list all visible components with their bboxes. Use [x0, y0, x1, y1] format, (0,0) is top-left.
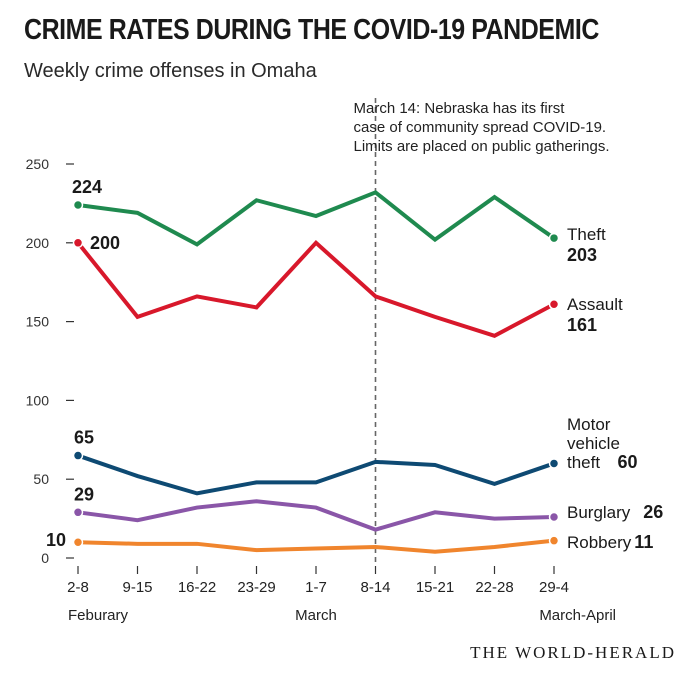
annotation: March 14: Nebraska has its first case of … [354, 98, 610, 562]
start-value-label: 224 [72, 177, 102, 197]
series-name-label: theft [567, 453, 600, 472]
x-tick-label: 23-29 [237, 579, 275, 596]
end-value-label: 11 [634, 532, 653, 552]
x-tick-label: 15-21 [416, 579, 454, 596]
y-tick-label: 250 [26, 156, 50, 172]
data-point [72, 507, 84, 518]
series-line [76, 239, 555, 338]
data-point [72, 450, 84, 461]
series-line [77, 190, 556, 247]
chart-subtitle: Weekly crime offenses in Omaha [24, 60, 317, 82]
start-value-label: 10 [46, 530, 66, 550]
x-axis: 2-8 9-15 16-22 23-29 1-7 8-14 15-21 22-28 29-4 Fe… [67, 566, 616, 624]
end-value-label: 26 [643, 502, 663, 522]
x-tick-label: 2-8 [67, 579, 89, 596]
end-value-label: 60 [618, 452, 638, 472]
x-tick-label: 16-22 [178, 579, 216, 596]
data-point [548, 535, 560, 546]
annotation-text: case of community spread COVID-19. [354, 119, 607, 136]
month-label: March-April [539, 607, 616, 624]
data-point [548, 232, 560, 244]
series-robbery: 10 Robbery 11 [46, 530, 653, 554]
y-tick-label: 0 [41, 550, 49, 566]
start-value-label: 200 [90, 233, 120, 253]
series-name-label: Burglary [567, 503, 631, 522]
data-point [72, 199, 84, 211]
start-value-label: 65 [74, 428, 94, 448]
y-tick-label: 200 [26, 235, 50, 251]
x-tick-label: 9-15 [122, 579, 152, 596]
month-label: March [295, 607, 337, 624]
series-line [77, 499, 555, 532]
end-value-label: 203 [567, 245, 597, 265]
y-axis: 0 50 100 150 200 250 [26, 156, 74, 566]
series-name-label: Assault [567, 295, 623, 314]
series-name-label: Theft [567, 225, 606, 244]
annotation-text: Limits are placed on public gatherings. [354, 138, 610, 155]
start-value-label: 29 [74, 484, 94, 504]
data-point [548, 458, 560, 469]
end-value-label: 161 [567, 315, 597, 335]
x-tick-label: 29-4 [539, 579, 569, 596]
x-tick-label: 1-7 [305, 579, 327, 596]
series-name-label: Motor [567, 415, 611, 434]
x-tick-label: 8-14 [360, 579, 390, 596]
data-point [548, 511, 560, 523]
x-tick-label: 22-28 [475, 579, 513, 596]
data-point [72, 536, 84, 548]
chart-title: CRIME RATES DURING THE COVID-19 PANDEMIC [24, 14, 599, 46]
source-credit: THE WORLD-HERALD [470, 643, 676, 662]
data-point [72, 237, 84, 249]
series-line [77, 538, 555, 554]
series-burglary: 29 Burglary 26 [72, 484, 663, 532]
y-tick-label: 100 [26, 392, 50, 408]
y-tick-label: 50 [33, 471, 49, 487]
y-tick-label: 150 [26, 314, 50, 330]
series-line [77, 453, 555, 496]
month-label: Feburary [68, 607, 129, 624]
series-name-label: Robbery [567, 533, 632, 552]
annotation-text: March 14: Nebraska has its first [354, 100, 566, 117]
series-name-label: vehicle [567, 434, 620, 453]
data-point [548, 299, 560, 310]
